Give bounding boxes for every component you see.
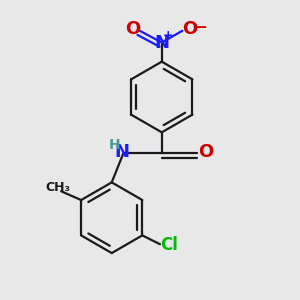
Text: N: N xyxy=(154,34,169,52)
Text: N: N xyxy=(115,143,130,161)
Text: −: − xyxy=(194,20,207,35)
Text: H: H xyxy=(109,138,121,152)
Text: CH₃: CH₃ xyxy=(45,181,70,194)
Text: Cl: Cl xyxy=(160,236,178,254)
Text: O: O xyxy=(126,20,141,38)
Text: O: O xyxy=(198,143,213,161)
Text: O: O xyxy=(182,20,197,38)
Text: +: + xyxy=(163,29,174,42)
